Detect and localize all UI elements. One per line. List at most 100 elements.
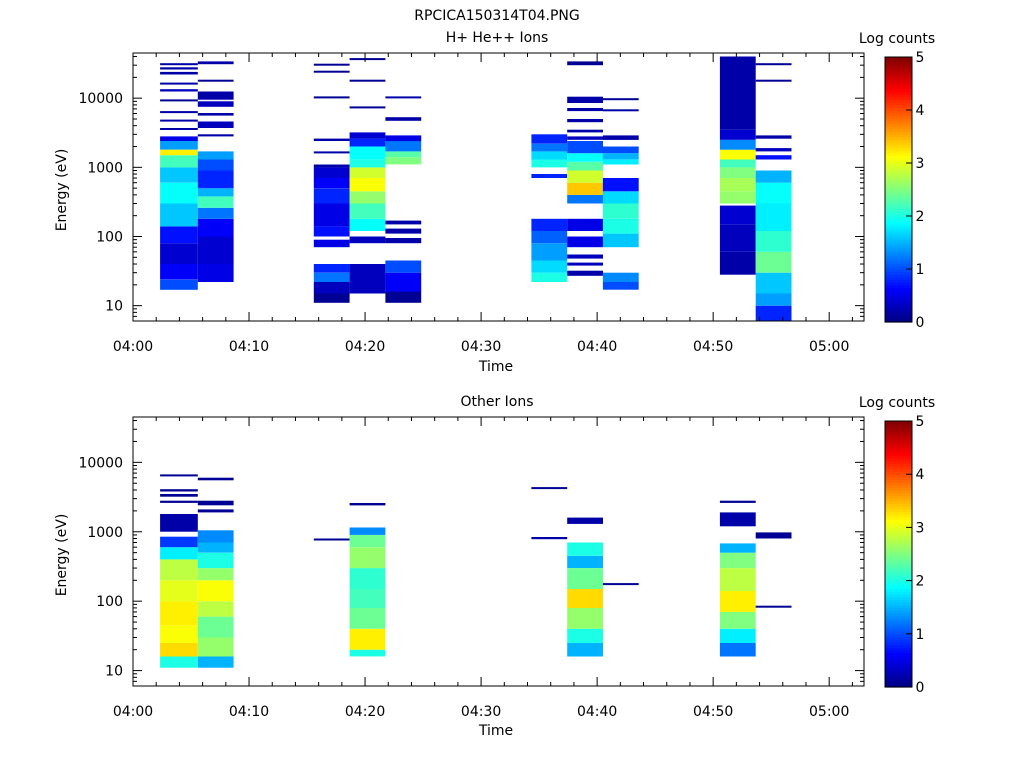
colorbar-step	[885, 652, 912, 656]
colorbar-step	[885, 176, 912, 180]
heatmap-cell	[385, 141, 422, 152]
colorbar-step	[885, 157, 912, 161]
heatmap-cell	[197, 236, 234, 264]
heatmap-cell	[602, 233, 639, 248]
heatmap-cell	[197, 264, 234, 282]
heatmap-cell	[160, 547, 198, 560]
colorbar-step	[885, 617, 912, 622]
heatmap-cell	[349, 628, 386, 650]
heatmap-cell	[567, 136, 603, 140]
heatmap-cell	[719, 224, 756, 252]
colorbar-step	[885, 676, 912, 680]
heatmap-cell	[567, 607, 603, 629]
heatmap-cell	[313, 264, 350, 273]
colorbar-step	[885, 88, 912, 93]
heatmap-cell	[567, 643, 603, 657]
colorbar-step	[885, 508, 912, 513]
colorbar-step	[885, 620, 912, 624]
plot-frame	[132, 52, 865, 322]
heatmap-cell	[385, 96, 422, 99]
heatmap-cell	[567, 141, 603, 154]
heatmap-cell	[349, 218, 386, 231]
heatmap-cell	[197, 500, 234, 506]
colorbar-tick-label: 3	[916, 156, 925, 172]
x-tick-label: 04:40	[577, 704, 617, 720]
heatmap-cell	[349, 607, 386, 629]
heatmap-cell	[160, 63, 198, 66]
heatmap-cell	[160, 149, 198, 156]
colorbar-step	[885, 152, 912, 156]
colorbar-step	[885, 255, 912, 259]
heatmap-cell	[755, 532, 792, 539]
heatmap-cell	[160, 82, 198, 85]
heatmap-cell	[531, 537, 568, 540]
colorbar-step	[885, 625, 912, 630]
colorbar-step	[885, 476, 912, 481]
colorbar-step	[885, 559, 912, 563]
heatmap-cell	[385, 151, 422, 158]
heatmap-cell	[197, 568, 234, 581]
colorbar-frame	[884, 420, 913, 688]
heatmap-cell	[313, 164, 350, 168]
y-tick-label: 10	[105, 664, 123, 680]
colorbar-step	[885, 639, 912, 643]
colorbar-step	[885, 495, 912, 499]
colorbar-step	[885, 274, 912, 278]
heatmap-cell	[385, 220, 422, 225]
heatmap-cell	[567, 119, 603, 123]
heatmap-cell	[349, 146, 386, 160]
colorbar-tick-label: 0	[916, 315, 925, 331]
y-tick-label: 10000	[78, 91, 123, 107]
colorbar-step	[885, 538, 912, 542]
colorbar-step	[885, 503, 912, 507]
colorbar-step	[885, 593, 912, 598]
colorbar-step	[885, 149, 912, 153]
colorbar-step	[885, 107, 912, 111]
colorbar-step	[885, 208, 912, 212]
heatmap-cell	[197, 207, 234, 219]
colorbar-step	[885, 139, 912, 143]
heatmap-cell	[197, 113, 234, 116]
heatmap-cell	[567, 96, 603, 103]
heatmap-cell	[197, 656, 234, 668]
colorbar-step	[885, 631, 912, 635]
colorbar-step	[885, 314, 912, 318]
heatmap-cell	[567, 218, 603, 231]
y-axis-label: Energy (eV)	[54, 149, 70, 232]
colorbar-tick-label: 0	[916, 680, 925, 696]
colorbar-step	[885, 133, 912, 138]
colorbar-step	[885, 261, 912, 265]
colorbar-step	[885, 554, 912, 558]
colorbar-step	[885, 607, 912, 611]
heatmap-cell	[349, 236, 386, 244]
heatmap-cell	[197, 101, 234, 107]
colorbar-step	[885, 57, 912, 61]
colorbar-step	[885, 102, 912, 106]
colorbar-step	[885, 426, 912, 430]
heatmap-cell	[719, 568, 756, 592]
colorbar-step	[885, 316, 912, 320]
heatmap-cell	[567, 236, 603, 248]
heatmap-cell	[197, 61, 234, 65]
heatmap-cell	[385, 238, 422, 244]
colorbar-step	[885, 239, 912, 244]
heatmap-cell	[602, 282, 639, 290]
heatmap-cell	[755, 305, 792, 321]
colorbar-step	[885, 450, 912, 454]
heatmap-cell	[197, 552, 234, 569]
colorbar-step	[885, 644, 912, 648]
colorbar-step	[885, 479, 912, 483]
heatmap-cell	[755, 79, 792, 82]
colorbar-step	[885, 189, 912, 193]
colorbar-step	[885, 657, 912, 661]
heatmap-cell	[719, 552, 756, 569]
colorbar-step	[885, 601, 912, 606]
colorbar-step	[885, 500, 912, 505]
heatmap-cell	[567, 568, 603, 589]
heatmap-cell	[531, 260, 568, 273]
colorbar-step	[885, 290, 912, 294]
x-tick-label: 05:00	[809, 704, 849, 720]
heatmap-cell	[349, 503, 386, 506]
x-tick-label: 04:30	[461, 704, 501, 720]
heatmap-cell	[313, 203, 350, 227]
